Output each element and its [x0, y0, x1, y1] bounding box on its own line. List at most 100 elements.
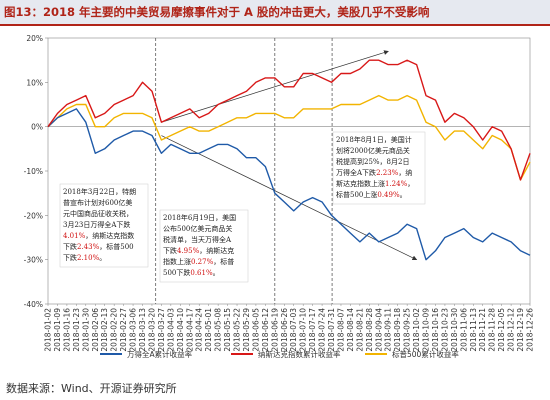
annotation-fragment: ，标普 — [213, 257, 234, 266]
annotation-text: 元中国商品征收关税， — [63, 209, 133, 218]
data-source-note: 数据来源：Wind、开源证券研究所 — [6, 382, 177, 395]
series-line-0 — [47, 108, 531, 261]
x-tick-label: 2018-03-20 — [147, 308, 156, 352]
annotation-fragment: 下跌 — [63, 242, 77, 251]
annotation-text: 普宣布计划对600亿美 — [63, 198, 132, 207]
x-tick-label: 2018-01-09 — [53, 308, 62, 352]
annotation-value: 2.10% — [77, 254, 100, 262]
x-tick-label: 2018-01-16 — [62, 308, 71, 352]
annotation-fragment: 标普500上涨 — [336, 190, 377, 199]
x-tick-label: 2018-11-28 — [488, 308, 497, 352]
down-trend-arrow — [161, 135, 418, 261]
annotation-value: 4.95% — [177, 247, 200, 255]
x-tick-label: 2018-06-19 — [270, 308, 279, 352]
y-tick-label: 10% — [26, 78, 43, 87]
annotation-text: 公布500亿美元商品关 — [163, 224, 232, 233]
y-tick-label: -30% — [24, 256, 43, 265]
x-tick-label: 2018-02-27 — [119, 308, 128, 352]
x-tick-label: 2018-01-23 — [72, 308, 81, 352]
annotation-fragment: 500下跌 — [163, 268, 190, 277]
legend-label: 标普500累计收益率 — [392, 349, 459, 359]
annotation-text: 税清单，当天万得全A — [163, 235, 232, 244]
x-tick-label: 2018-10-09 — [422, 308, 431, 352]
legend-label: 万得全A累计收益率 — [127, 349, 193, 359]
x-tick-label: 2018-04-10 — [176, 308, 185, 352]
x-tick-label: 2018-01-02 — [44, 308, 53, 352]
x-tick-label: 2018-07-31 — [327, 308, 336, 352]
annotation-text: 指数上涨0.27%，标普 — [163, 257, 234, 266]
annotation-value: 4.01% — [63, 232, 86, 240]
annotation-text: 下跌2.43%，标普500 — [63, 242, 134, 251]
annotation-fragment: 下跌 — [63, 253, 77, 262]
x-tick-label: 2018-09-11 — [384, 308, 393, 352]
x-tick-label: 2018-03-27 — [157, 308, 166, 352]
x-tick-label: 2018-09-25 — [403, 308, 412, 352]
y-tick-label: -10% — [24, 167, 43, 176]
y-tick-label: 0% — [31, 123, 43, 132]
annotation-fragment: 。 — [99, 254, 106, 262]
annotation-value: 2.43% — [77, 243, 100, 251]
annotation-text: 万得全A下跌2.23%，纳 — [336, 168, 412, 177]
x-tick-label: 2018-07-17 — [308, 308, 317, 352]
annotation-value: 2.23% — [376, 169, 399, 177]
chart-title: 图13：2018 年主要的中美贸易摩擦事件对于 A 股的冲击更大，美股几乎不受影… — [0, 0, 550, 26]
x-tick-label: 2018-05-01 — [204, 308, 213, 352]
x-tick-label: 2018-10-02 — [412, 308, 421, 352]
x-tick-label: 2018-12-26 — [526, 308, 535, 352]
annotation-fragment: 3月23日万得全A下跌 — [63, 220, 130, 229]
x-tick-label: 2018-08-21 — [355, 308, 364, 352]
annotation-text: 4.01%，纳斯达克指数 — [63, 231, 134, 240]
annotation-text: 斯达克指数上涨1.24%， — [336, 179, 414, 188]
x-tick-label: 2018-12-19 — [516, 308, 525, 352]
annotation-fragment: 税清单，当天万得全A — [163, 235, 232, 244]
y-tick-label: -40% — [24, 300, 43, 309]
x-tick-label: 2018-10-16 — [431, 308, 440, 352]
annotation-fragment: 2018年3月22日，特朗 — [63, 187, 136, 196]
annotation-text: 2018年8月1日，美国计 — [336, 135, 412, 144]
x-tick-label: 2018-06-12 — [261, 308, 270, 352]
trend-arrows — [161, 50, 418, 261]
annotation-fragment: 。 — [400, 191, 407, 199]
annotation-fragment: 2018年6月19日，美国 — [163, 213, 236, 222]
annotation-text: 下跌4.95%，纳斯达克 — [163, 246, 234, 255]
x-tick-label: 2018-05-08 — [214, 308, 223, 352]
x-tick-label: 2018-04-03 — [166, 308, 175, 352]
annotation-value: 0.61% — [190, 269, 213, 277]
x-tick-label: 2018-12-12 — [507, 308, 516, 352]
x-tick-label: 2018-08-28 — [365, 308, 374, 352]
annotation-fragment: 万得全A下跌 — [336, 168, 376, 177]
annotation-fragment: ，标普500 — [99, 242, 133, 251]
x-tick-label: 2018-02-20 — [110, 308, 119, 352]
x-tick-label: 2018-08-14 — [346, 308, 355, 352]
x-tick-label: 2018-09-18 — [393, 308, 402, 352]
x-tick-label: 2018-08-07 — [336, 308, 345, 352]
x-tick-label: 2018-12-05 — [497, 308, 506, 352]
chart-canvas: 20%10%0%-10%-20%-30%-40% 2018-01-02 2018-… — [24, 34, 535, 359]
annotation-text: 税提高到25%，8月2日 — [336, 157, 409, 166]
x-tick-label: 2018-04-17 — [185, 308, 194, 352]
annotation-text: 500下跌0.61%。 — [163, 268, 220, 277]
annotation-text: 2018年3月22日，特朗 — [63, 187, 136, 196]
legend-label: 纳斯达克指数累计收益率 — [258, 349, 341, 359]
x-tick-label: 2018-05-15 — [223, 308, 232, 352]
x-tick-label: 2018-01-30 — [81, 308, 90, 352]
x-tick-label: 2018-11-21 — [478, 308, 487, 352]
y-tick-label: -20% — [24, 211, 43, 220]
annotation-fragment: ， — [407, 180, 414, 188]
up-trend-arrow — [161, 50, 389, 123]
x-tick-label: 2018-07-03 — [289, 308, 298, 352]
x-tick-label: 2018-03-13 — [138, 308, 147, 352]
annotation-fragment: ，纳 — [398, 168, 412, 177]
annotation-text: 2018年6月19日，美国 — [163, 213, 236, 222]
x-tick-label: 2018-05-29 — [242, 308, 251, 352]
x-tick-label: 2018-02-13 — [100, 308, 109, 352]
annotation-fragment: 。 — [213, 269, 220, 277]
annotation-fragment: 指数上涨 — [163, 257, 191, 266]
annotation-fragment: 2018年8月1日，美国计 — [336, 135, 412, 144]
x-tick-label: 2018-06-05 — [251, 308, 260, 352]
event-lines — [155, 38, 333, 304]
annotation-box — [159, 209, 249, 283]
x-tick-label: 2018-10-23 — [440, 308, 449, 352]
annotation-fragment: 斯达克指数上涨 — [336, 179, 385, 188]
x-tick-label: 2018-07-10 — [299, 308, 308, 352]
